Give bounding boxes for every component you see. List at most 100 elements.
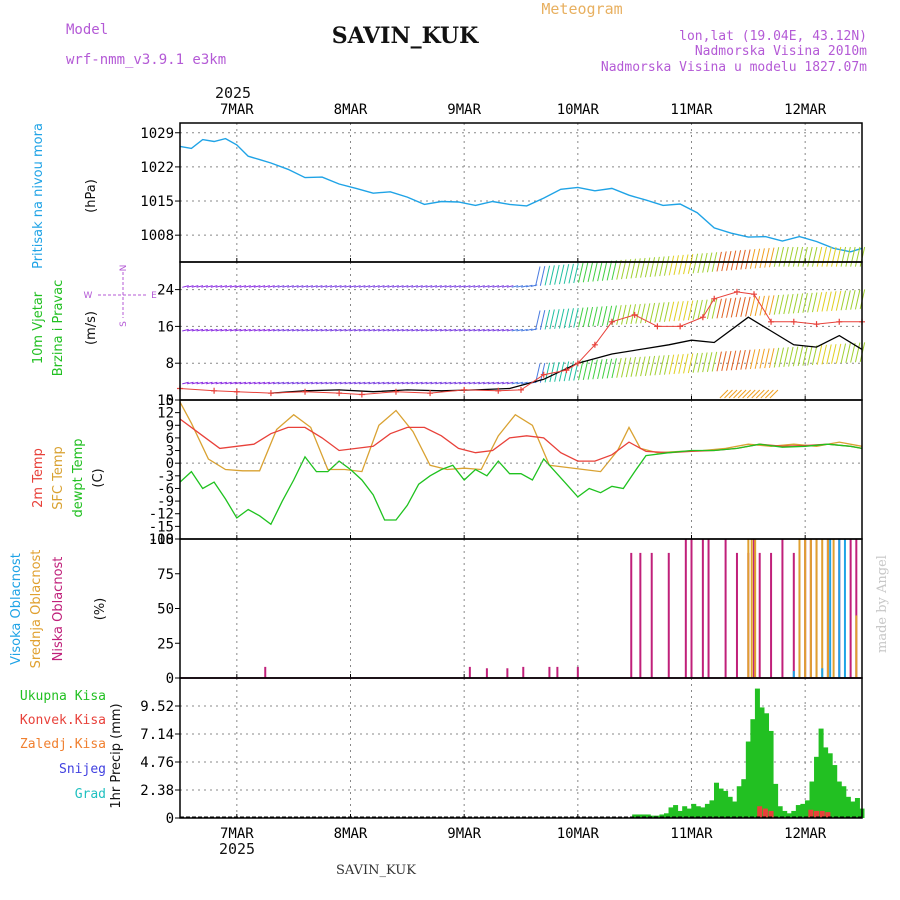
wind-barb: [811, 345, 818, 366]
wind-barb: [807, 345, 813, 366]
cloud-bar: [758, 552, 761, 678]
wind-barb: [401, 285, 409, 288]
wind-barb: [788, 246, 794, 267]
footer-station: SAVIN_KUK: [336, 863, 416, 878]
precip-total-bar: [750, 719, 756, 818]
gust-marker: [654, 323, 661, 330]
wind-barb: [373, 381, 380, 385]
panel-frame: [179, 399, 863, 540]
wind-barb: [783, 347, 789, 367]
wind-barb: [459, 381, 466, 385]
temp-dew-label: dewpt Temp: [71, 438, 86, 517]
wind-barb: [291, 285, 299, 288]
wind-barb: [229, 285, 237, 288]
cloud-bar: [855, 539, 858, 678]
wind-barb: [835, 290, 842, 311]
wind-barb: [396, 381, 404, 385]
wind-barb: [430, 285, 438, 288]
wind-barb: [659, 302, 665, 323]
precip-total-bar: [845, 796, 851, 818]
wind-barb: [683, 254, 689, 275]
wind-barb: [683, 353, 689, 374]
cloud-bar: [855, 615, 858, 678]
precip-total-bar: [695, 806, 701, 818]
wind-barb: [487, 381, 495, 385]
wind-barb: [568, 308, 574, 329]
wind-barb: [206, 328, 213, 332]
wind-barb: [573, 307, 579, 328]
wind-barb: [392, 285, 399, 288]
wind-barb: [344, 285, 352, 288]
wind-barb: [334, 285, 342, 288]
wind-barb: [387, 285, 395, 288]
wind-barb: [649, 257, 656, 277]
wind-barb: [554, 264, 560, 285]
wind-unit: (m/s): [84, 311, 99, 345]
precip-total-bar: [768, 730, 774, 818]
precip-total-bar: [691, 803, 697, 818]
wind-barb: [411, 328, 418, 332]
wind-barb: [558, 308, 565, 329]
wind-barb: [525, 328, 533, 332]
wind-barb: [558, 264, 565, 285]
wind-barb: [186, 285, 194, 288]
gust-marker: [267, 390, 274, 397]
precip-total-bar: [718, 788, 724, 818]
precip-conv-label: Konvek.Kisa: [20, 713, 106, 728]
wind-barb: [644, 303, 651, 324]
wind-barb: [554, 309, 560, 329]
wind-barb: [363, 328, 371, 332]
wind-barb: [850, 342, 856, 363]
wind-barb: [544, 362, 551, 383]
wind-barb: [635, 303, 641, 324]
wind-barb: [411, 285, 418, 288]
precip-total-bar: [650, 815, 656, 818]
precip-total-bar: [659, 814, 665, 818]
wind-barb: [816, 292, 823, 312]
cloud-bar: [804, 539, 807, 678]
wind-barb: [711, 351, 718, 372]
wind-barb: [721, 298, 727, 319]
cloud-bar: [798, 539, 801, 678]
wind-barb: [578, 262, 584, 283]
wind-barb: [468, 381, 476, 385]
wind-barb: [740, 297, 746, 317]
cloud-mid-label: Srednja Oblacnost: [29, 550, 44, 669]
wind-barb: [754, 349, 761, 369]
gust-marker: [733, 288, 740, 295]
wind-barb: [668, 301, 675, 322]
wind-barb: [831, 344, 837, 364]
cloud-unit: (%): [93, 598, 108, 621]
wind-barb: [320, 381, 328, 385]
y-tick-label: 15: [157, 393, 174, 409]
wind-barb: [601, 306, 608, 326]
wind-barb: [406, 381, 414, 385]
model-name: wrf-nmm_v3.9.1 e3km: [66, 52, 226, 68]
wind-barb: [592, 261, 598, 282]
gust-marker: [336, 390, 343, 397]
gust-marker: [211, 387, 218, 394]
wind-barb: [506, 328, 514, 332]
wind-barb: [582, 262, 589, 283]
wind-barb: [721, 251, 727, 272]
cloud-bar: [630, 552, 633, 678]
wind-barb: [773, 347, 780, 368]
wind-barb: [296, 381, 304, 385]
wind-barb: [282, 328, 290, 332]
wind-title-2: Brzina i Pravac: [51, 280, 66, 377]
cloud-bar: [750, 539, 753, 678]
wind-barb: [287, 328, 294, 332]
wind-barb: [425, 381, 433, 385]
wind-barb: [411, 381, 418, 385]
precip-total-bar: [754, 688, 760, 818]
year-bottom: 2025: [219, 840, 255, 858]
wind-barb: [334, 381, 342, 385]
precip-total-bar: [782, 810, 788, 818]
wind-barb: [797, 293, 804, 314]
wind-barb: [449, 285, 457, 288]
wind-barb: [802, 293, 808, 313]
wind-barb: [210, 328, 218, 332]
precip-total-bar: [827, 753, 833, 818]
wind-barb: [468, 285, 476, 288]
